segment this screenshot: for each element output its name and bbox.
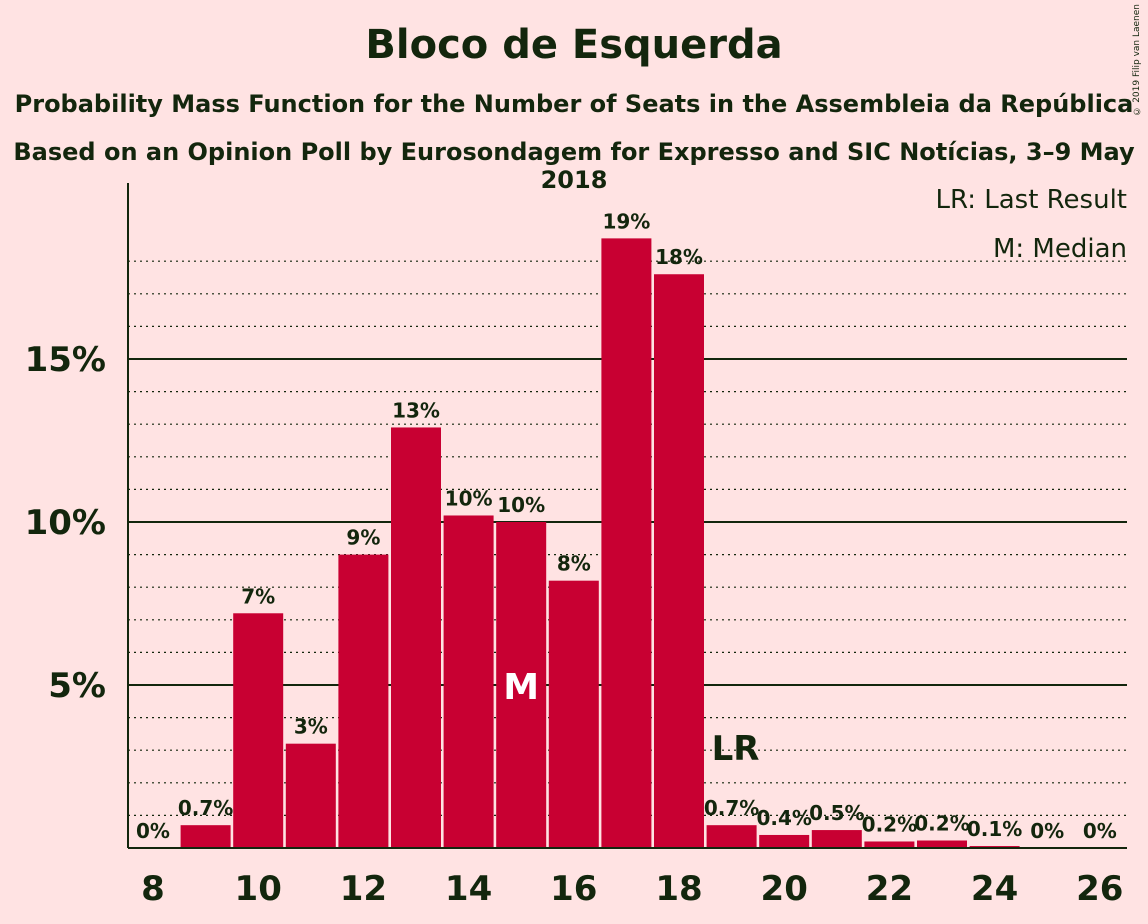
data-label: 3% [294, 715, 328, 739]
bar [864, 841, 915, 848]
data-label: 18% [655, 245, 703, 269]
y-tick-label: 10% [25, 503, 106, 543]
bar [233, 613, 284, 848]
x-tick-label: 26 [1076, 869, 1123, 909]
data-label: 13% [392, 398, 440, 422]
bars [180, 238, 1020, 848]
data-label: 0.2% [862, 812, 917, 836]
bar [338, 554, 389, 848]
data-label: 19% [602, 209, 650, 233]
legend-median: M: Median [993, 234, 1127, 264]
data-label: 0% [1083, 819, 1117, 843]
data-label: 9% [346, 526, 380, 550]
data-label: 8% [557, 552, 591, 576]
data-label: 10% [497, 493, 545, 517]
chart-title: Bloco de Esquerda [365, 22, 783, 68]
median-marker: M [503, 667, 539, 708]
data-label: 0.5% [809, 801, 864, 825]
y-tick-label: 5% [48, 666, 106, 706]
data-labels: 0%0.7%7%3%9%13%10% 10%8%19%18%0.7%0.4%0.5… [136, 209, 1117, 843]
chart-subtitle: Probability Mass Function for the Number… [14, 90, 1134, 118]
x-tick-label: 24 [971, 869, 1018, 909]
data-label: 0% [136, 819, 170, 843]
chart-subtitle-source: Based on an Opinion Poll by Eurosondagem… [13, 138, 1135, 194]
axes: 5% 10% 15% 8 10 12 14 16 18 20 22 24 26 [25, 183, 1127, 909]
bar [180, 825, 231, 848]
data-label: 0.1% [967, 817, 1022, 841]
x-tick-label: 14 [445, 869, 492, 909]
data-label: 10% [445, 486, 493, 510]
bar [496, 522, 547, 848]
bar [601, 238, 652, 848]
data-label: 0.4% [756, 806, 811, 830]
x-tick-label: 12 [340, 869, 387, 909]
x-tick-label: 18 [655, 869, 702, 909]
x-tick-label: 22 [866, 869, 913, 909]
data-label: 7% [241, 584, 275, 608]
bar [811, 830, 862, 848]
data-label: 0.7% [704, 796, 759, 820]
data-label: 0.7% [178, 796, 233, 820]
last-result-marker: LR [712, 729, 760, 769]
bar [759, 834, 810, 848]
bar [548, 580, 599, 848]
bar [654, 274, 704, 848]
bar [391, 427, 441, 848]
x-tick-label: 20 [761, 869, 808, 909]
bar [285, 743, 336, 848]
y-tick-label: 15% [25, 340, 106, 380]
data-label: 0.2% [914, 812, 969, 836]
data-label: 0% [1030, 819, 1064, 843]
x-tick-label: 16 [550, 869, 597, 909]
legend-last-result: LR: Last Result [935, 185, 1127, 215]
x-tick-label: 8 [141, 869, 165, 909]
bar [917, 840, 967, 848]
bar [706, 825, 757, 848]
x-tick-label: 10 [235, 869, 282, 909]
bar [443, 515, 494, 848]
